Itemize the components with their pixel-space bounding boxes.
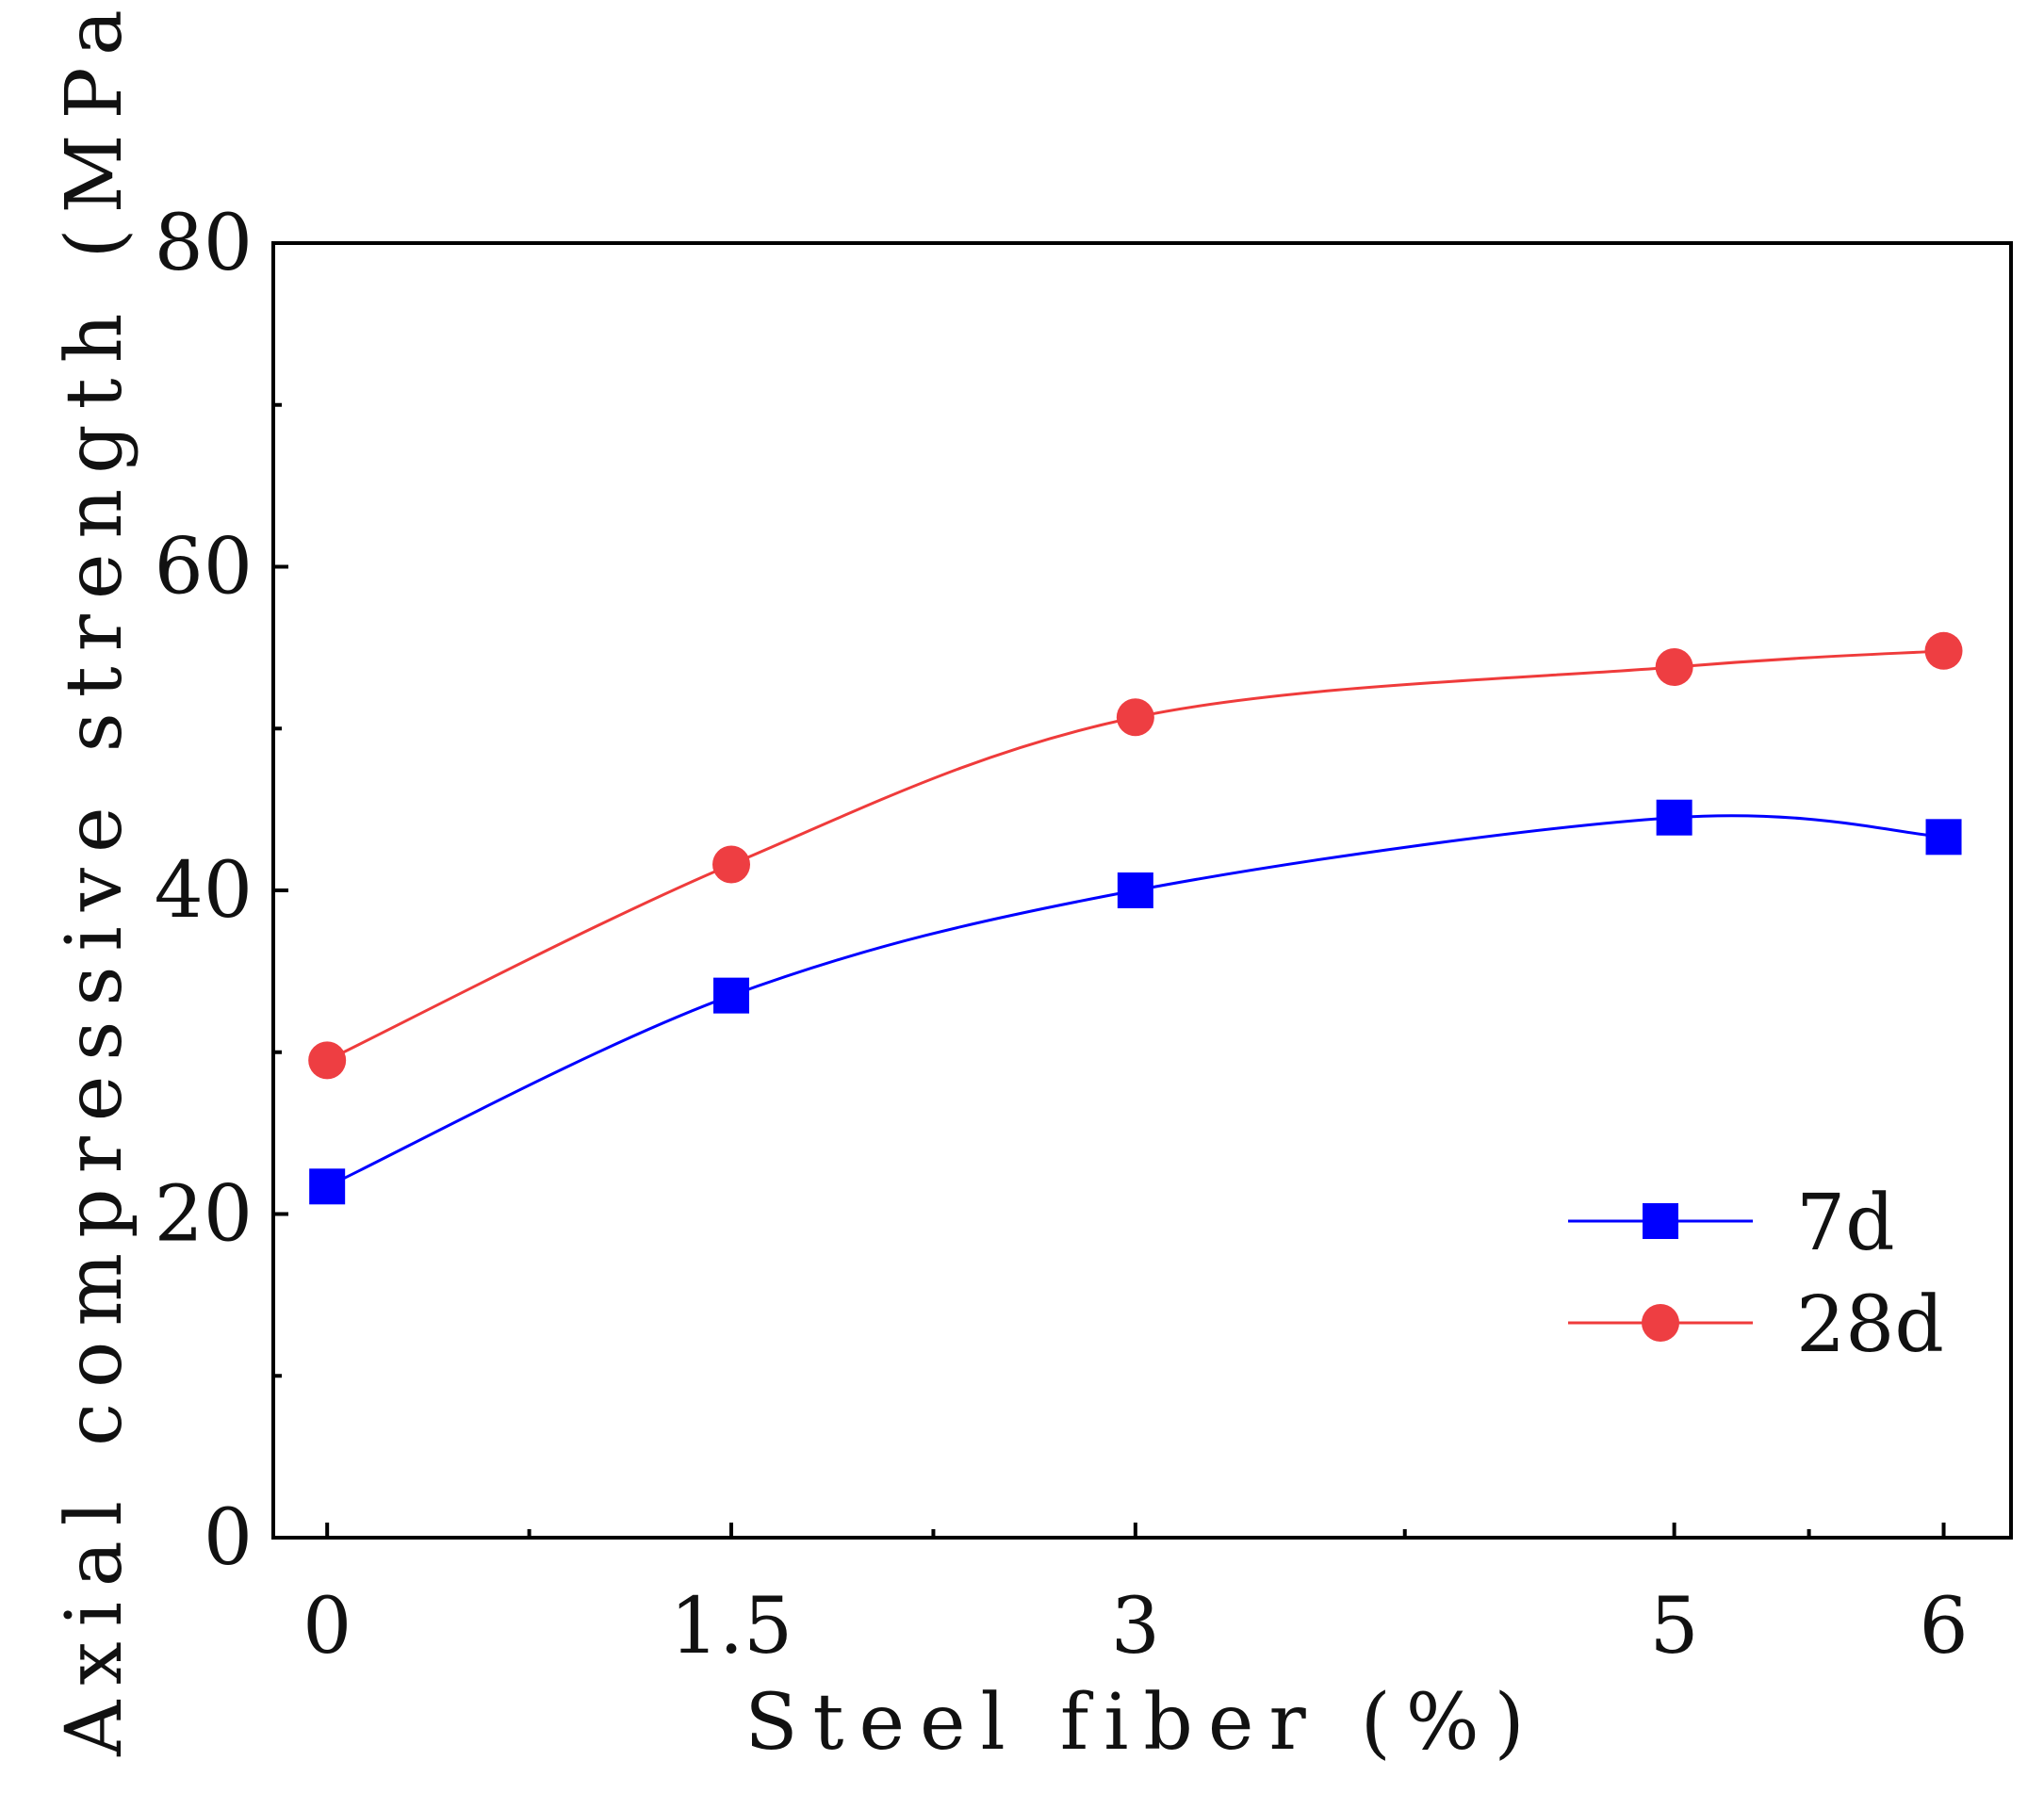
data-point-7d [1117,872,1153,908]
legend-marker [1643,1203,1678,1239]
legend-label: 28d [1796,1280,1944,1370]
y-tick-label: 20 [155,1170,253,1260]
series-28d [308,631,1963,1080]
x-tick-label: 1.5 [670,1582,793,1671]
x-tick-label: 0 [303,1582,352,1671]
x-tick-label: 3 [1111,1582,1160,1671]
data-point-28d [1116,698,1154,737]
x-tick-label: 6 [1919,1582,1968,1671]
legend-entry-28d: 28d [1568,1280,1944,1370]
data-point-7d [713,977,750,1014]
y-tick-label: 40 [155,846,253,936]
y-axis-label: Axial compressive strength (MPa) [50,0,139,1757]
data-point-7d [1925,819,1962,856]
legend-label: 7d [1796,1179,1895,1268]
y-tick-label: 60 [155,523,253,612]
y-tick-label: 0 [204,1493,253,1583]
axes-layer: 0 20 40 60 80 0 1.5 3 5 6 [155,199,2013,1671]
data-point-7d [309,1168,346,1205]
data-point-28d [712,845,751,884]
x-axis-label: Steel fiber (%) [744,1678,1539,1768]
series-7d [309,799,1962,1205]
y-tick-label: 80 [155,199,253,288]
data-point-28d [1655,647,1693,686]
x-tick-label: 5 [1650,1582,1699,1671]
data-point-28d [1924,631,1963,670]
data-point-7d [1656,799,1692,836]
legend-marker [1642,1304,1679,1342]
data-point-28d [308,1041,347,1080]
series-layer [308,631,1963,1205]
legend-entry-7d: 7d [1568,1179,1895,1268]
